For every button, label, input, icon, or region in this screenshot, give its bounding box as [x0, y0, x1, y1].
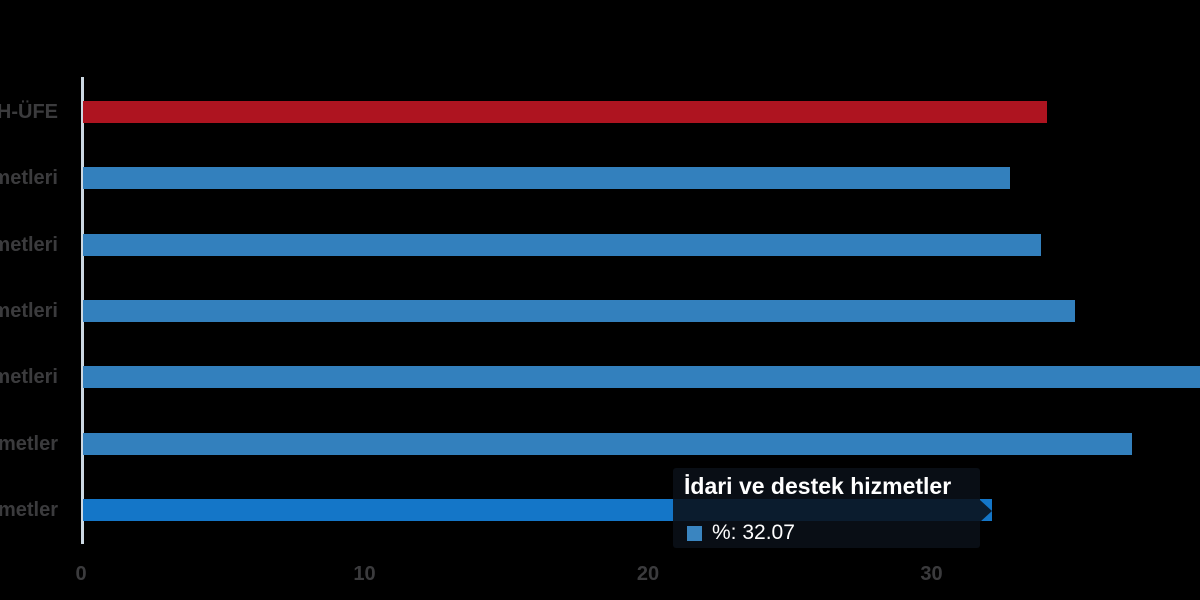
- category-label: metler: [0, 433, 58, 455]
- bar-4[interactable]: [83, 366, 1200, 388]
- category-label: metleri: [0, 167, 58, 189]
- tooltip-value-row: %: 32.07: [687, 518, 795, 548]
- x-tick-label-0: 0: [75, 563, 87, 585]
- bar-2[interactable]: [83, 234, 1041, 256]
- bar-0[interactable]: [83, 101, 1047, 123]
- category-label: metleri: [0, 366, 58, 388]
- bar-3[interactable]: [83, 300, 1075, 322]
- category-label: H-ÜFE: [0, 101, 58, 123]
- y-axis-line: [81, 77, 84, 544]
- tooltip-title: İdari ve destek hizmetler: [684, 473, 952, 499]
- category-label: metleri: [0, 300, 58, 322]
- x-tick-label-10: 10: [353, 563, 376, 585]
- x-tick-label-20: 20: [636, 563, 660, 585]
- bar-1[interactable]: [83, 167, 1010, 189]
- bar-5[interactable]: [83, 433, 1132, 455]
- tooltip: İdari ve destek hizmetler %: 32.07: [673, 468, 992, 548]
- tooltip-value: %: 32.07: [712, 521, 795, 544]
- x-tick-label-30: 30: [920, 563, 943, 585]
- category-label: metler: [0, 499, 58, 521]
- tooltip-series-marker-icon: [687, 525, 702, 541]
- category-label: metleri: [0, 234, 58, 256]
- tooltip-callout-arrow: [980, 500, 992, 522]
